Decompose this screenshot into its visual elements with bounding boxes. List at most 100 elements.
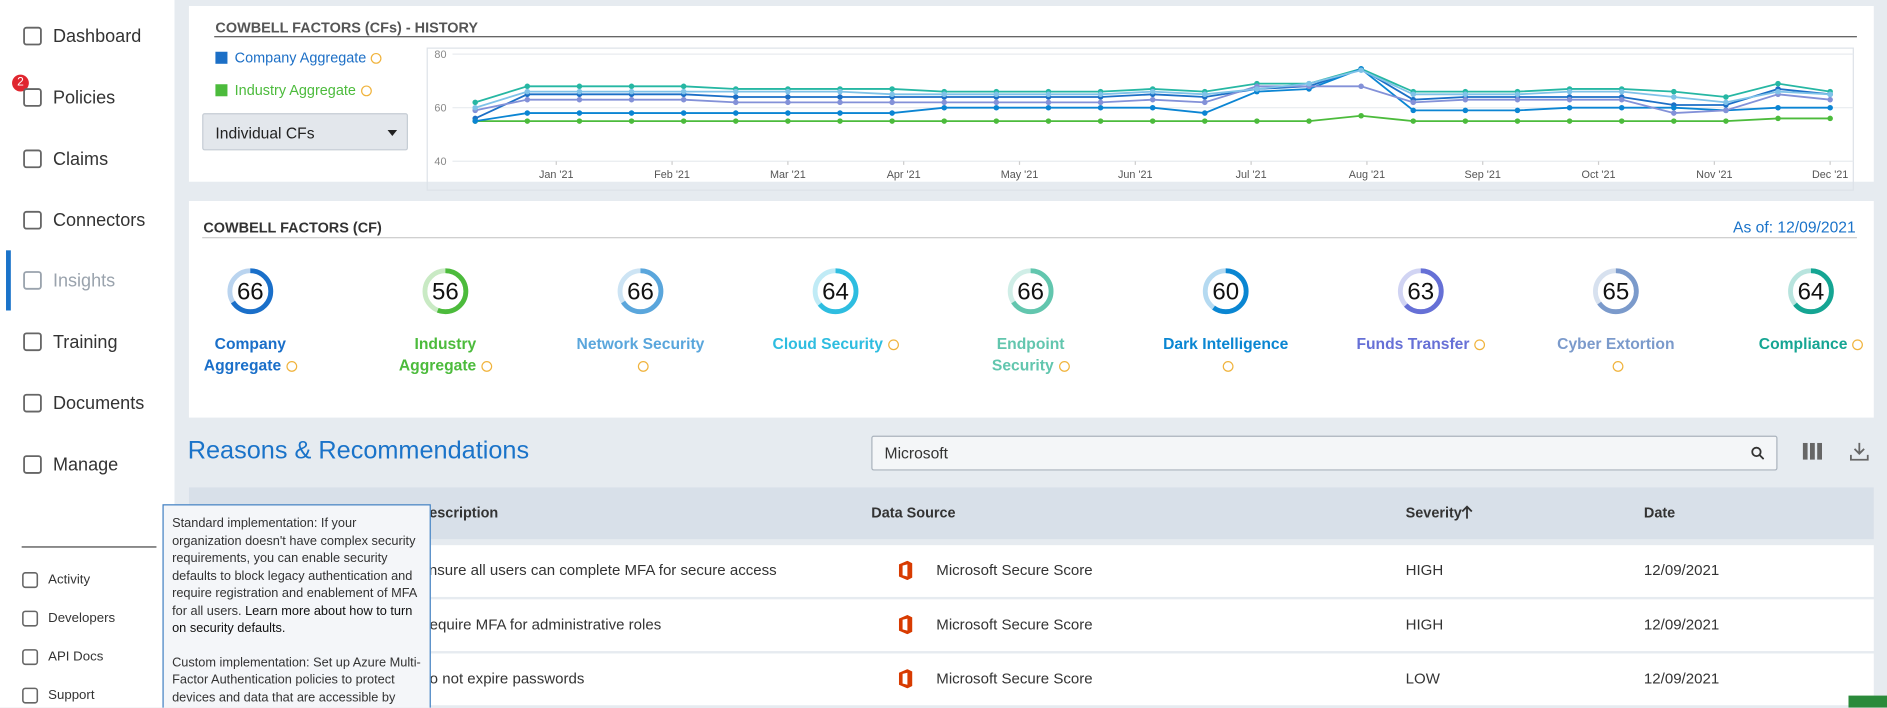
series-point — [524, 83, 531, 90]
nav-item[interactable]: Claims — [22, 144, 108, 173]
nav-icon — [23, 149, 42, 169]
nav-label: Documents — [52, 392, 145, 414]
as-of: As of: 12/09/2021 — [1733, 217, 1856, 236]
x-tick-label: Aug '21 — [1349, 169, 1385, 181]
factor-label: Endpoint Security — [964, 333, 1096, 376]
icon-shape — [22, 610, 39, 627]
series-point — [628, 110, 635, 116]
info-icon — [1852, 339, 1864, 351]
table-cell: Require MFA for administrative roles — [418, 616, 662, 634]
tooltip-link[interactable]: Learn more about how to turn on security… — [172, 603, 413, 636]
ring-arc — [617, 268, 664, 315]
series-point — [1827, 104, 1833, 111]
table-row — [188, 653, 1874, 706]
series-point — [576, 88, 583, 95]
series-point — [1514, 107, 1521, 114]
download-icon[interactable] — [1850, 442, 1869, 461]
nav-item[interactable]: Manage — [22, 450, 119, 479]
nav-item[interactable]: Documents — [22, 389, 145, 418]
info-icon — [481, 361, 492, 372]
search-text: Microsoft — [884, 444, 948, 463]
series-point — [785, 94, 791, 100]
series-point — [1775, 115, 1781, 122]
columns-icon[interactable] — [1802, 442, 1823, 460]
series-point — [1410, 91, 1417, 98]
series-point — [993, 118, 1000, 124]
nav-label: Insights — [52, 270, 116, 291]
nav-icon — [23, 88, 42, 107]
series-point — [1775, 104, 1781, 111]
series-point — [1671, 94, 1677, 100]
table-cell: Microsoft Secure Score — [936, 562, 1093, 579]
ring-arc — [812, 268, 859, 315]
footer-label: API Docs — [48, 649, 104, 665]
series-point — [733, 110, 739, 116]
table-cell: HIGH — [1405, 562, 1444, 579]
footer-item[interactable]: Activity — [22, 572, 90, 589]
nav-item[interactable]: Connectors — [22, 206, 145, 235]
footer-item[interactable]: Support — [22, 687, 95, 704]
corner-button[interactable] — [1848, 695, 1887, 708]
series-point — [576, 96, 583, 103]
office-logo — [898, 669, 913, 689]
series-point — [1045, 99, 1052, 106]
series-point — [628, 88, 635, 95]
series-point — [1045, 118, 1052, 124]
x-tick-label: Sep '21 — [1465, 169, 1501, 181]
series-point — [837, 110, 843, 116]
nav-item[interactable]: Insights — [22, 266, 116, 295]
ring-arc — [1593, 268, 1639, 315]
series-point — [1202, 118, 1208, 124]
table-cell: Microsoft Secure Score — [936, 616, 1093, 634]
series-point — [680, 88, 687, 95]
series-point — [1410, 118, 1417, 124]
factor-label: Cyber Extortion — [1550, 333, 1682, 376]
table-cell: 12/09/2021 — [1643, 670, 1720, 688]
ring-value: 63 — [1407, 279, 1434, 306]
info-icon — [637, 361, 649, 372]
series-point — [1358, 67, 1364, 73]
ring-value: 60 — [1212, 279, 1239, 306]
footer-icon — [22, 687, 39, 704]
ring-value: 56 — [432, 279, 459, 306]
footer-item[interactable]: Developers — [22, 610, 115, 627]
series-point — [1149, 118, 1156, 124]
series-point — [1410, 99, 1417, 106]
table-cell: Microsoft Secure Score — [936, 670, 1093, 688]
footer-item[interactable]: API Docs — [22, 649, 104, 666]
series-point — [628, 96, 635, 103]
source-icon — [898, 614, 913, 635]
tooltip-p1: Standard implementation: If your organiz… — [172, 515, 421, 637]
table-cell: 12/09/2021 — [1643, 616, 1720, 634]
nav-item[interactable]: Dashboard — [22, 22, 141, 51]
info-icon — [1222, 361, 1234, 372]
series-point — [576, 118, 583, 124]
caret — [387, 129, 398, 136]
series-point — [1618, 88, 1625, 95]
series-point — [680, 96, 687, 103]
series-point — [680, 83, 687, 90]
search-box[interactable]: Microsoft — [871, 435, 1778, 471]
nav-icon — [23, 332, 42, 352]
x-tick-label: Jun '21 — [1118, 169, 1153, 181]
ring-value: 66 — [1017, 279, 1044, 306]
series-point — [1462, 107, 1469, 114]
column-header: Date — [1643, 504, 1676, 522]
ring-arc — [1007, 268, 1054, 315]
series-point — [1671, 104, 1677, 111]
series-point — [472, 99, 478, 106]
legend-swatch — [215, 51, 228, 64]
dropdown-label: Individual CFs — [215, 123, 315, 143]
nav-icon — [23, 26, 42, 46]
series-point — [1566, 96, 1573, 103]
series-point — [1514, 91, 1521, 98]
series-point — [733, 94, 739, 100]
series-point — [472, 118, 478, 124]
cf-dropdown[interactable]: Individual CFs — [202, 113, 408, 151]
nav-label: Manage — [52, 454, 119, 475]
nav-item[interactable]: Policies — [22, 83, 115, 112]
y-tick-label: 60 — [434, 102, 446, 114]
nav-item[interactable]: Training — [22, 327, 118, 356]
arrow-shape — [1461, 505, 1473, 519]
series-point — [1514, 96, 1521, 103]
